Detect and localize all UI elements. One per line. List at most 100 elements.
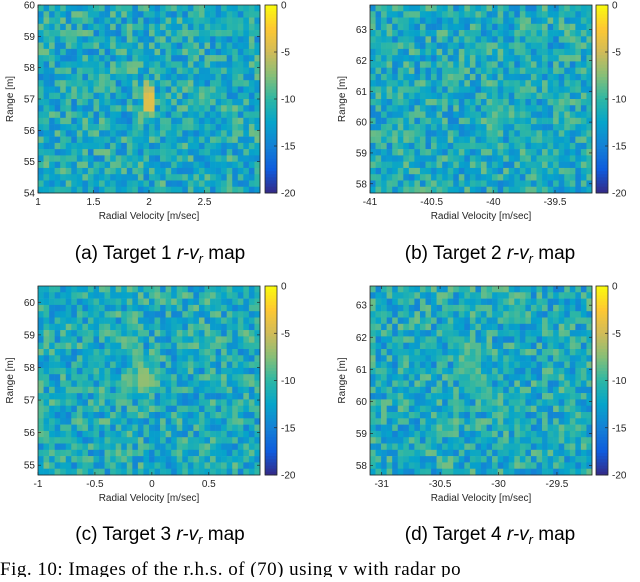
heatmap-cell (392, 55, 398, 62)
heatmap-cell (564, 187, 570, 194)
heatmap-cell (437, 130, 443, 137)
heatmap-cell (127, 393, 133, 400)
heatmap-cell (160, 343, 166, 350)
heatmap-cell (586, 355, 592, 362)
heatmap-cell (481, 36, 487, 43)
heatmap-cell (60, 180, 66, 187)
heatmap-cell (55, 311, 61, 318)
heatmap-cell (426, 61, 432, 68)
y-tick-label: 57 (24, 95, 36, 106)
heatmap-cell (121, 462, 127, 469)
heatmap-cell (105, 387, 111, 394)
heatmap-cell (60, 469, 66, 476)
heatmap-cell (498, 349, 504, 356)
heatmap-cell (426, 174, 432, 181)
heatmap-cell (99, 24, 105, 31)
heatmap-cell (127, 80, 133, 87)
heatmap-cell (448, 406, 454, 413)
heatmap-cell (487, 180, 493, 187)
heatmap-cell (442, 61, 448, 68)
heatmap-cell (155, 349, 161, 356)
heatmap-cell (448, 61, 454, 68)
heatmap-cell (138, 431, 144, 438)
heatmap-cell (60, 425, 66, 432)
heatmap-cell (537, 86, 543, 93)
heatmap-cell (575, 99, 581, 106)
heatmap-cell (575, 355, 581, 362)
heatmap-cell (71, 406, 77, 413)
heatmap-cell (420, 124, 426, 131)
heatmap-cell (564, 30, 570, 37)
heatmap-cell (71, 399, 77, 406)
heatmap-cell (254, 130, 260, 137)
heatmap-cell (188, 324, 194, 331)
heatmap-cell (44, 450, 50, 457)
heatmap-cell (49, 355, 55, 362)
heatmap-cell (586, 349, 592, 356)
heatmap-cell (55, 387, 61, 394)
heatmap-cell (149, 412, 155, 419)
heatmap-cell (492, 99, 498, 106)
subfigure-caption: (a) Target 1 r-vr map (75, 243, 246, 266)
heatmap-cell (216, 93, 222, 100)
heatmap-cell (481, 387, 487, 394)
heatmap-cell (143, 418, 149, 425)
heatmap-cell (127, 311, 133, 318)
heatmap-cell (82, 174, 88, 181)
heatmap-cell (537, 74, 543, 81)
heatmap-cell (110, 43, 116, 50)
heatmap-cell (105, 61, 111, 68)
heatmap-cell (121, 36, 127, 43)
heatmap-cell (193, 18, 199, 25)
heatmap-cell (481, 43, 487, 50)
heatmap-cell (99, 368, 105, 375)
heatmap-cell (387, 330, 393, 337)
heatmap-cell (487, 324, 493, 331)
heatmap-cell (420, 349, 426, 356)
colorbar-segment (265, 27, 277, 31)
heatmap-cell (221, 292, 227, 299)
heatmap-cell (71, 149, 77, 156)
heatmap-cell (182, 336, 188, 343)
colorbar-segment (265, 112, 277, 116)
heatmap-cell (420, 299, 426, 306)
heatmap-cell (398, 362, 404, 369)
heatmap-cell (420, 24, 426, 31)
caption-math-r: r-v (176, 524, 199, 545)
heatmap-cell (94, 118, 100, 125)
heatmap-cell (370, 349, 376, 356)
heatmap-cell (520, 355, 526, 362)
heatmap-cell (199, 68, 205, 75)
heatmap-cell (487, 374, 493, 381)
heatmap-cell (60, 311, 66, 318)
heatmap-cell (498, 311, 504, 318)
heatmap-cell (464, 105, 470, 112)
heatmap-cell (232, 137, 238, 144)
heatmap-cell (548, 444, 554, 451)
heatmap-cell (426, 431, 432, 438)
heatmap-cell (166, 437, 172, 444)
heatmap-cell (420, 68, 426, 75)
heatmap-cell (55, 86, 61, 93)
heatmap-cell (464, 399, 470, 406)
heatmap-cell (409, 105, 415, 112)
heatmap-cell (448, 324, 454, 331)
heatmap-cell (171, 130, 177, 137)
heatmap-cell (376, 450, 382, 457)
heatmap-cell (44, 343, 50, 350)
heatmap-cell (155, 381, 161, 388)
heatmap-cell (127, 74, 133, 81)
heatmap-cell (249, 305, 255, 312)
heatmap-cell (531, 130, 537, 137)
heatmap-cell (437, 393, 443, 400)
heatmap-cell (71, 393, 77, 400)
heatmap-cell (116, 143, 122, 150)
heatmap-cell (132, 143, 138, 150)
heatmap-cell (254, 336, 260, 343)
heatmap-cell (542, 355, 548, 362)
heatmap-cell (121, 368, 127, 375)
heatmap-cell (216, 311, 222, 318)
heatmap-cell (210, 305, 216, 312)
heatmap-cell (60, 112, 66, 119)
heatmap-cell (127, 330, 133, 337)
